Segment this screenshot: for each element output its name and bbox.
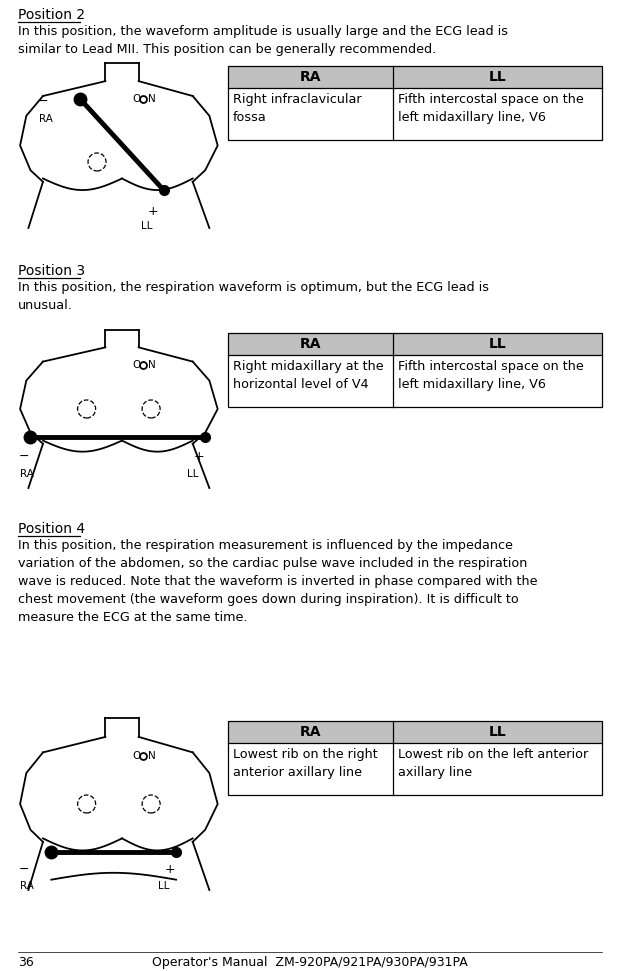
Text: Operator's Manual  ZM-920PA/921PA/930PA/931PA: Operator's Manual ZM-920PA/921PA/930PA/9… xyxy=(152,956,468,969)
Text: In this position, the respiration measurement is influenced by the impedance
var: In this position, the respiration measur… xyxy=(18,539,538,624)
Text: LL: LL xyxy=(489,337,506,351)
Text: Position 3: Position 3 xyxy=(18,264,85,278)
Bar xyxy=(228,721,602,795)
Bar xyxy=(228,88,602,140)
Text: LL: LL xyxy=(141,221,153,231)
Text: Fifth intercostal space on the
left midaxillary line, V6: Fifth intercostal space on the left mida… xyxy=(397,360,583,390)
Text: O: O xyxy=(133,360,141,370)
Text: LL: LL xyxy=(489,70,506,84)
Text: In this position, the respiration waveform is optimum, but the ECG lead is
unusu: In this position, the respiration wavefo… xyxy=(18,281,489,312)
Bar xyxy=(228,66,602,88)
Bar xyxy=(228,66,602,140)
Text: LL: LL xyxy=(489,725,506,739)
Bar xyxy=(228,333,602,407)
Text: Right midaxillary at the
horizontal level of V4: Right midaxillary at the horizontal leve… xyxy=(233,360,384,390)
Text: RA: RA xyxy=(299,337,321,351)
Text: Position 2: Position 2 xyxy=(18,8,85,22)
Text: −: − xyxy=(19,450,30,463)
Text: −: − xyxy=(19,863,30,876)
Text: −: − xyxy=(38,94,48,108)
Text: In this position, the waveform amplitude is usually large and the ECG lead is
si: In this position, the waveform amplitude… xyxy=(18,25,508,56)
Text: Right infraclavicular
fossa: Right infraclavicular fossa xyxy=(233,93,361,123)
Text: N: N xyxy=(148,751,156,761)
Text: N: N xyxy=(148,94,156,104)
Text: Lowest rib on the right
anterior axillary line: Lowest rib on the right anterior axillar… xyxy=(233,748,378,779)
Text: N: N xyxy=(148,360,156,370)
Text: +: + xyxy=(193,450,204,463)
Text: RA: RA xyxy=(20,469,34,479)
Bar xyxy=(228,333,602,355)
Bar xyxy=(228,743,602,795)
Text: Lowest rib on the left anterior
axillary line: Lowest rib on the left anterior axillary… xyxy=(397,748,588,779)
Text: O: O xyxy=(133,94,141,104)
Text: LL: LL xyxy=(187,469,198,479)
Text: +: + xyxy=(164,863,175,876)
Text: RA: RA xyxy=(39,115,53,124)
Text: O: O xyxy=(133,751,141,761)
Text: Fifth intercostal space on the
left midaxillary line, V6: Fifth intercostal space on the left mida… xyxy=(397,93,583,123)
Text: RA: RA xyxy=(299,70,321,84)
Text: LL: LL xyxy=(158,882,169,891)
Bar xyxy=(228,721,602,743)
Text: 36: 36 xyxy=(18,956,33,969)
Bar xyxy=(228,355,602,407)
Text: RA: RA xyxy=(299,725,321,739)
Text: Position 4: Position 4 xyxy=(18,522,85,536)
Text: +: + xyxy=(148,205,159,218)
Text: RA: RA xyxy=(20,882,34,891)
